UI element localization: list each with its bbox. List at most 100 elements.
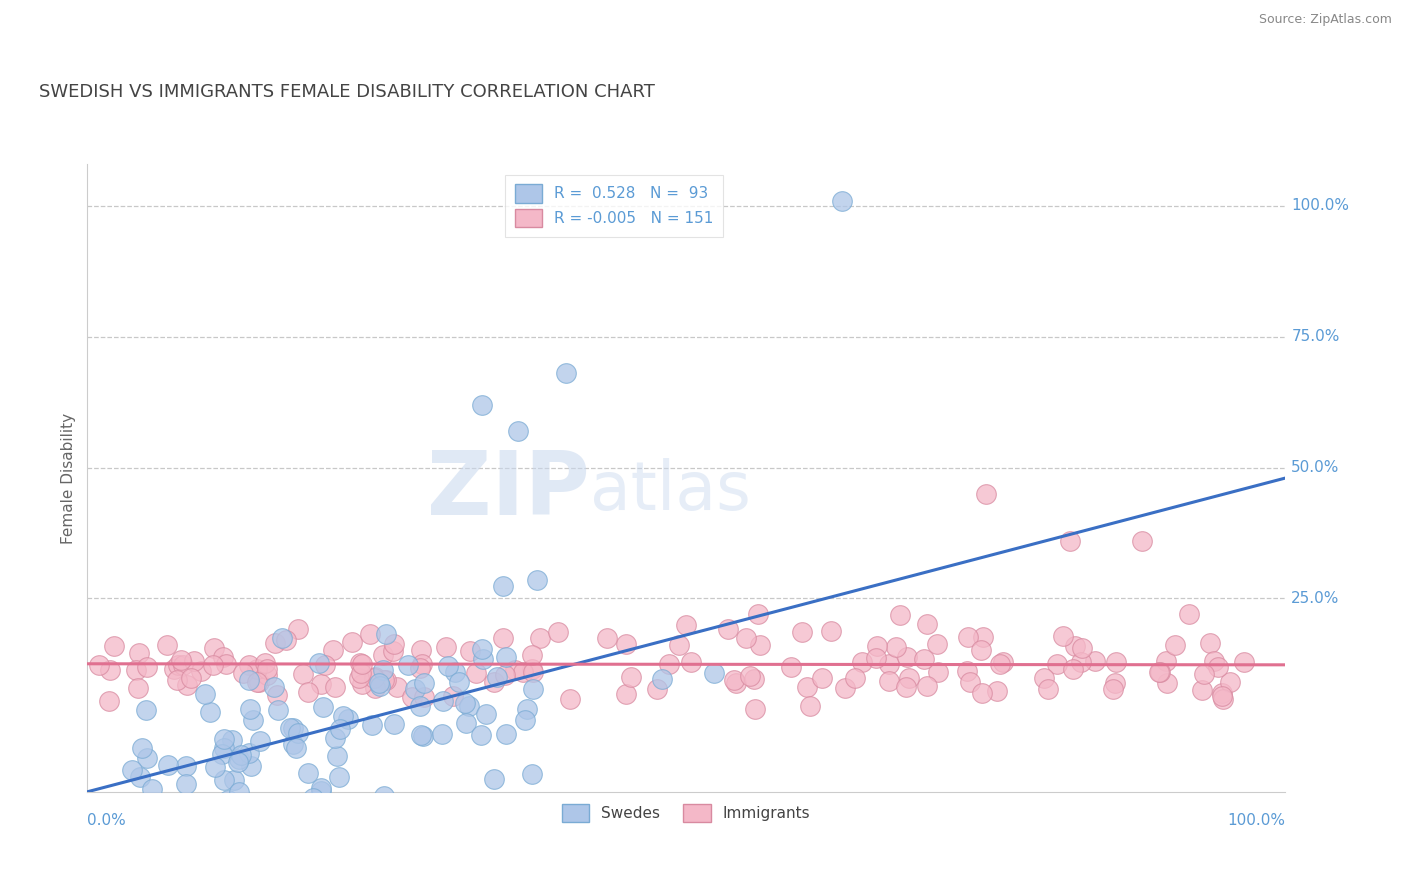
Point — [558, 692, 581, 706]
Point — [297, 685, 319, 699]
Point — [492, 631, 515, 645]
Point — [1052, 629, 1074, 643]
Point — [492, 579, 515, 593]
Point — [780, 659, 803, 673]
Point — [790, 624, 813, 639]
Point — [246, 674, 269, 689]
Point — [1046, 657, 1069, 671]
Point — [249, 734, 271, 748]
Point — [441, 689, 464, 703]
Point — [263, 681, 285, 695]
Point — [915, 679, 938, 693]
Point — [744, 702, 766, 716]
Point — [972, 686, 994, 700]
Point — [222, 772, 245, 787]
Point — [508, 424, 530, 438]
Point — [897, 671, 920, 685]
Point — [211, 649, 233, 664]
Point — [238, 673, 260, 687]
Point — [253, 656, 276, 670]
Point — [959, 675, 981, 690]
Point — [328, 770, 350, 784]
Point — [668, 639, 690, 653]
Point — [174, 777, 197, 791]
Point — [281, 737, 304, 751]
Point — [547, 624, 569, 639]
Point — [896, 649, 918, 664]
Point — [309, 677, 332, 691]
Point — [364, 681, 387, 695]
Text: atlas: atlas — [591, 458, 751, 524]
Point — [127, 681, 149, 695]
Point — [1211, 689, 1233, 703]
Point — [287, 623, 309, 637]
Point — [651, 673, 673, 687]
Point — [323, 731, 346, 745]
Point — [1194, 667, 1216, 681]
Point — [215, 657, 238, 671]
Point — [449, 674, 471, 689]
Point — [128, 646, 150, 660]
Point — [851, 656, 873, 670]
Point — [247, 675, 270, 690]
Point — [374, 627, 396, 641]
Point — [956, 665, 979, 679]
Point — [555, 367, 578, 381]
Point — [430, 726, 453, 740]
Point — [276, 633, 298, 648]
Point — [314, 657, 336, 672]
Point — [1070, 655, 1092, 669]
Point — [889, 608, 911, 623]
Point — [217, 793, 239, 807]
Point — [512, 665, 534, 679]
Point — [865, 650, 887, 665]
Point — [495, 650, 517, 665]
Point — [879, 673, 901, 688]
Point — [271, 632, 294, 646]
Point — [238, 658, 260, 673]
Point — [382, 717, 405, 731]
Point — [301, 799, 323, 814]
Point — [363, 672, 385, 686]
Point — [866, 639, 889, 653]
Point — [297, 765, 319, 780]
Point — [135, 750, 157, 764]
Point — [614, 637, 637, 651]
Point — [190, 665, 212, 679]
Point — [1212, 691, 1234, 706]
Point — [844, 671, 866, 685]
Point — [915, 616, 938, 631]
Point — [831, 194, 853, 208]
Point — [131, 805, 153, 820]
Point — [465, 665, 488, 680]
Point — [125, 663, 148, 677]
Point — [368, 676, 391, 690]
Point — [927, 665, 949, 680]
Point — [675, 617, 697, 632]
Point — [212, 772, 235, 787]
Point — [180, 671, 202, 685]
Point — [494, 668, 516, 682]
Point — [1178, 607, 1201, 621]
Point — [267, 703, 290, 717]
Point — [202, 640, 225, 655]
Point — [194, 687, 217, 701]
Point — [226, 755, 249, 769]
Point — [1154, 654, 1177, 668]
Point — [1059, 533, 1081, 548]
Point — [810, 671, 832, 685]
Point — [242, 713, 264, 727]
Point — [1071, 640, 1094, 655]
Point — [228, 752, 250, 766]
Text: 75.0%: 75.0% — [1291, 329, 1340, 344]
Point — [723, 673, 745, 687]
Point — [340, 635, 363, 649]
Point — [484, 772, 506, 786]
Point — [1233, 655, 1256, 669]
Point — [373, 789, 395, 803]
Point — [596, 631, 619, 645]
Point — [240, 758, 263, 772]
Point — [401, 690, 423, 704]
Point — [834, 681, 856, 696]
Point — [212, 731, 235, 746]
